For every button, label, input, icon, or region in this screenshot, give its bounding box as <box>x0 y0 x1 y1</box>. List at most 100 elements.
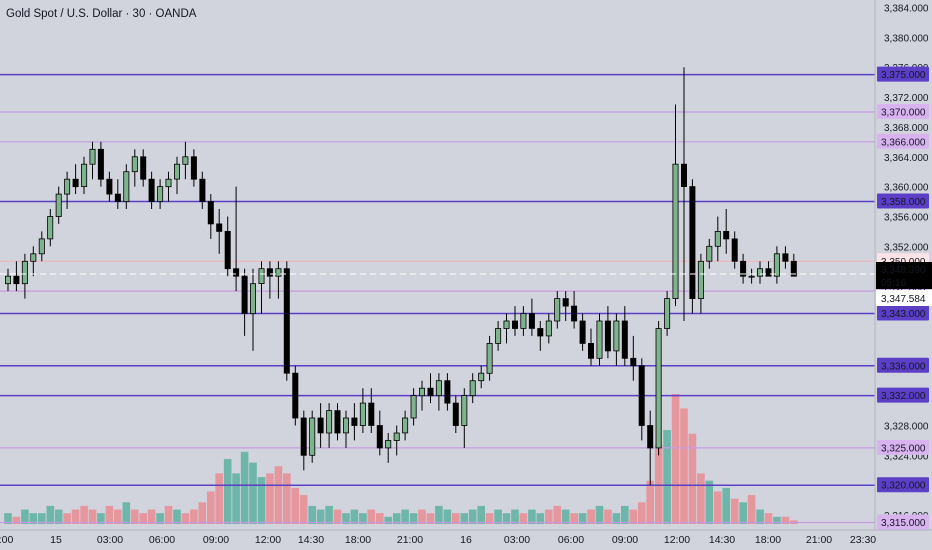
volume-bar <box>164 505 173 524</box>
volume-bar <box>198 502 207 524</box>
candle-body <box>47 216 54 240</box>
crosshair-price-badge: 3,347.584 <box>876 290 932 306</box>
candle-body <box>681 163 688 187</box>
volume-bar <box>638 502 646 524</box>
volume-bar <box>646 480 654 524</box>
volume-bar <box>240 451 249 524</box>
volume-bar <box>688 433 697 524</box>
level-badge <box>877 133 929 149</box>
price-tick-label: 3,356.000 <box>884 213 929 224</box>
price-tick-label: 3,352.000 <box>884 242 929 253</box>
volume-bar <box>553 505 562 524</box>
level-badge-label: 3,358.000 <box>881 197 926 208</box>
volume-bar <box>308 505 316 524</box>
horizontal-levels[interactable] <box>0 73 875 524</box>
volume-bar <box>435 505 443 524</box>
candle-body <box>148 178 155 202</box>
candle-body <box>55 193 62 217</box>
volume-bar <box>139 513 147 524</box>
volume-bar <box>705 480 714 524</box>
candle-body <box>89 148 96 165</box>
candle-body <box>418 387 425 397</box>
candle-body <box>765 268 772 277</box>
volume-bar <box>578 513 587 524</box>
volume-bar <box>536 513 545 524</box>
price-tick-label: 3,360.000 <box>884 183 929 194</box>
price-tick-label: 3,364.000 <box>884 153 929 164</box>
volume-bar <box>342 513 350 524</box>
candle-body <box>224 230 231 270</box>
time-tick-label: 09:00 <box>203 534 229 546</box>
volume-bar <box>223 459 232 524</box>
time-tick-label: 06:00 <box>558 534 584 546</box>
volume-bar <box>54 509 63 524</box>
candle-body <box>714 230 721 247</box>
time-tick-label: 23:30 <box>850 534 876 546</box>
candle-body <box>571 305 578 322</box>
volume-bar <box>764 513 773 524</box>
volume-bar <box>629 509 638 524</box>
price-tick-label: 3,384.000 <box>884 4 929 15</box>
volume-bar <box>215 473 223 524</box>
volume-bar <box>545 509 553 524</box>
candle-body <box>258 268 265 285</box>
volume-bar <box>350 509 359 524</box>
volume-bar <box>207 491 215 524</box>
candle-body <box>537 328 544 337</box>
volume-bar <box>190 509 198 524</box>
volume-bar <box>418 509 426 524</box>
volume-bar <box>299 495 308 524</box>
volume-bar <box>181 513 190 524</box>
candle-body <box>199 178 206 202</box>
candle-body <box>604 320 611 352</box>
candle-body <box>30 253 37 262</box>
candle-body <box>444 380 451 404</box>
time-tick-label: 03:00 <box>97 534 123 546</box>
volume-bar <box>477 505 485 524</box>
candle-body <box>579 320 586 344</box>
candle-body <box>495 328 502 344</box>
candle-body <box>157 186 164 202</box>
candle-body <box>655 328 662 449</box>
volume-bar <box>502 513 511 524</box>
volume-bar <box>621 505 629 524</box>
candle-body <box>309 417 316 456</box>
level-badge-label: 3,315.000 <box>881 518 926 529</box>
candle-body <box>410 395 417 419</box>
countdown-label: 05:16 <box>881 278 906 289</box>
level-badge-label: 3,343.000 <box>881 309 926 320</box>
volume-bar <box>12 516 21 524</box>
volume-bar <box>88 509 97 524</box>
volume-bar <box>460 513 469 524</box>
volume-bar <box>232 473 240 524</box>
candle-body <box>241 275 248 314</box>
candle-body <box>613 320 620 352</box>
price-tick-label: 3,368.000 <box>884 123 929 134</box>
volume-bar <box>384 516 392 524</box>
level-badge <box>877 305 929 321</box>
volume-bar <box>739 502 747 524</box>
candle-body <box>359 402 366 426</box>
candle-body <box>165 178 172 188</box>
volume-bar <box>747 495 756 524</box>
volume-bar <box>283 473 291 524</box>
volume-bar <box>156 513 164 524</box>
candle-body <box>512 320 519 329</box>
candle-body <box>621 320 628 359</box>
time-tick-label: 16 <box>460 534 472 546</box>
candle-body <box>334 410 341 434</box>
volume-bar <box>333 509 342 524</box>
volume-bar <box>257 477 266 524</box>
candle-body <box>190 156 197 180</box>
volume-bar <box>147 509 156 524</box>
price-tick-label: 3,328.000 <box>884 422 929 433</box>
candle-body <box>233 268 240 277</box>
candle-body <box>376 425 383 449</box>
time-axis-labels: :00 15 03:00 06:00 09:00 12:00 14:30 18:00 21:00… <box>0 534 876 546</box>
volume-bar <box>680 408 688 524</box>
candle-body <box>427 387 434 397</box>
volume-bar <box>122 502 131 524</box>
time-tick-label: 12:00 <box>664 534 690 546</box>
level-badge-label: 3,375.000 <box>881 70 926 81</box>
